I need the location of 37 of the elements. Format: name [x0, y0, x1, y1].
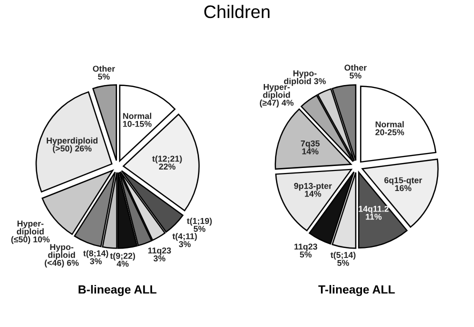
chart-title: Children	[204, 4, 270, 18]
data-label: 5%	[194, 226, 206, 232]
data-label: 3%	[178, 241, 191, 248]
slice-label: t(5;14)	[330, 252, 356, 260]
slice-label: 9p13-pter	[294, 182, 332, 191]
data-label: 3%	[90, 258, 102, 264]
data-label: 5%	[337, 260, 350, 266]
slice-label: Hyper- diploid (≤50) 10%	[11, 220, 50, 244]
slice-label: Other	[92, 65, 115, 72]
slice-label: Hypo- diploid (<46) 6%	[44, 244, 79, 268]
data-label: 14%	[304, 190, 322, 197]
slice-label: t(12;21)	[152, 155, 182, 164]
data-label: 16%	[395, 185, 412, 192]
data-label: 14%	[302, 148, 318, 154]
text: T-lineage ALL	[318, 284, 395, 296]
slice-label: Other	[344, 64, 367, 71]
slice-label: 14q11.2	[358, 206, 389, 214]
slice-label: 11q23	[294, 244, 318, 252]
slice-label: t(9;22)	[110, 252, 136, 261]
data-label: 22%	[159, 164, 176, 170]
data-label: 5%	[98, 74, 110, 80]
text: B-lineage ALL	[78, 284, 156, 296]
slice-label: Hypo- diploid 3%	[284, 70, 326, 86]
data-label: 5%	[350, 72, 362, 79]
data-label: 4%	[116, 260, 129, 267]
slice-label: Normal 20-25%	[375, 121, 404, 136]
slice-label: Hyperdiploid (>50) 26%	[46, 137, 98, 154]
slice-label: t(1;19)	[186, 218, 212, 226]
slice-label: t(8;14)	[83, 250, 108, 258]
slice-label: 11q23	[148, 248, 171, 256]
data-label: 11%	[366, 214, 382, 220]
slice-label: Normal 10-15%	[123, 112, 152, 127]
slice-label: t(4;11)	[172, 233, 197, 241]
slice-label: 6q15-qter	[384, 177, 422, 185]
slice-label: 7q35	[300, 140, 320, 148]
data-label: 5%	[300, 252, 312, 258]
data-label: 3%	[154, 255, 166, 262]
